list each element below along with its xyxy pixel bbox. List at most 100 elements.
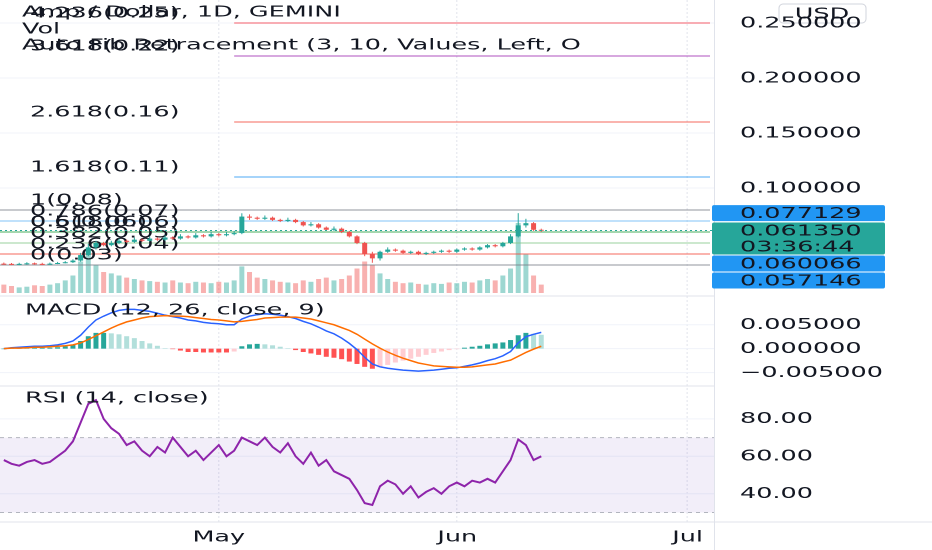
volume-bar xyxy=(454,283,460,293)
candle-body xyxy=(531,223,537,230)
volume-bar xyxy=(32,285,38,293)
macd-histogram-bar xyxy=(239,346,245,349)
macd-histogram-bar xyxy=(162,348,168,349)
macd-histogram-bar xyxy=(369,348,375,369)
candle-body xyxy=(216,234,222,236)
y-tick-label: 60.00 xyxy=(740,447,813,464)
currency[interactable]: USD xyxy=(795,5,849,22)
volume-bar xyxy=(39,286,45,293)
candle-body xyxy=(293,219,299,223)
candle-body xyxy=(254,217,260,219)
volume-bar xyxy=(377,273,383,293)
candle-body xyxy=(461,248,467,250)
volume-bar xyxy=(293,283,299,293)
macd-histogram-bar xyxy=(170,348,176,350)
candle-body xyxy=(346,231,352,237)
macd-histogram-bar xyxy=(147,343,153,349)
candle-body xyxy=(208,234,214,237)
candle-body xyxy=(101,242,107,246)
x-tick-label: Jun xyxy=(435,528,477,545)
volume-bar xyxy=(47,284,53,293)
candle-body xyxy=(116,240,122,243)
candle-body xyxy=(438,250,444,252)
macd-histogram-bar xyxy=(262,344,268,349)
macd-histogram-bar xyxy=(254,343,260,349)
candle-body xyxy=(47,263,53,265)
chart-title: Amp / Dollar, 1D, GEMINI xyxy=(22,3,341,20)
macd-histogram-bar xyxy=(300,348,306,352)
candle-body xyxy=(124,240,130,242)
volume-bar xyxy=(124,277,130,293)
volume-bar xyxy=(16,287,22,293)
x-tick-label: Jul xyxy=(670,528,703,545)
volume-bar xyxy=(270,280,276,293)
volume-bar xyxy=(70,275,76,293)
macd-histogram-bar xyxy=(216,348,222,353)
candle-body xyxy=(24,263,30,265)
volume-bar xyxy=(446,282,452,293)
macd-histogram-bar xyxy=(154,345,160,349)
y-tick-label: 0.005000 xyxy=(740,315,862,332)
candle-body xyxy=(408,251,414,253)
candle-body xyxy=(515,225,521,237)
candle-body xyxy=(300,222,306,226)
volume-bar xyxy=(438,283,444,293)
candle-body xyxy=(231,233,237,235)
rsi-band xyxy=(0,437,714,513)
candle-body xyxy=(32,263,38,265)
y-tick-label: 40.00 xyxy=(740,484,813,501)
volume-bar xyxy=(415,283,421,293)
macd-histogram-bar xyxy=(62,346,68,349)
macd-histogram-bar xyxy=(70,344,76,349)
volume-bar xyxy=(93,265,99,293)
indicator-label: Auto Fib Retracement (3, 10, Values, Lef… xyxy=(22,36,581,53)
candle-body xyxy=(223,234,229,236)
macd-histogram-bar xyxy=(454,348,460,350)
price-label: 0.077129 xyxy=(740,204,862,221)
macd-histogram-bar xyxy=(323,348,329,357)
currency-button[interactable] xyxy=(778,3,867,24)
pane-title: MACD (12, 26, close, 9) xyxy=(25,301,325,318)
macd-histogram-bar xyxy=(423,348,429,355)
volume-bar xyxy=(385,279,391,293)
candle-body xyxy=(469,248,475,250)
candle-body xyxy=(70,260,76,263)
indicator-label: Vol xyxy=(22,20,60,37)
candle-body xyxy=(492,245,498,247)
fib-label: 4.236(0.25) xyxy=(30,4,180,21)
volume-bar xyxy=(354,268,360,293)
candle-body xyxy=(162,237,168,240)
volume-bar xyxy=(162,282,168,293)
fib-label: 0.786(0.07) xyxy=(30,202,180,219)
macd-histogram-bar xyxy=(461,347,467,349)
volume-bar xyxy=(431,283,437,293)
volume-bar xyxy=(254,277,260,293)
candle-body xyxy=(154,238,160,240)
price-label: 0.057146 xyxy=(740,272,862,289)
price-label: 0.060066 xyxy=(740,255,862,272)
macd-histogram-bar xyxy=(101,332,107,349)
fib-label: 0.382(0.05) xyxy=(30,224,180,241)
countdown: 03:36:44 xyxy=(740,238,854,255)
volume-bar xyxy=(193,281,199,293)
volume-bar xyxy=(247,272,253,293)
volume-bar xyxy=(200,282,206,293)
candle-body xyxy=(354,236,360,243)
candle-body xyxy=(415,251,421,254)
candle-body xyxy=(131,239,137,242)
fib-label: 3.618(0.22) xyxy=(30,37,180,54)
price-label: 0.061350 xyxy=(740,222,862,239)
macd-histogram-bar xyxy=(308,348,314,354)
volume-bar xyxy=(285,282,291,293)
macd-histogram-bar xyxy=(124,336,130,349)
volume-bar xyxy=(531,275,537,293)
volume-bar xyxy=(308,281,314,293)
y-tick-label: 0.100000 xyxy=(740,179,862,196)
candle-body xyxy=(485,245,491,248)
volume-bar xyxy=(231,280,237,293)
candle-body xyxy=(247,216,253,218)
candle-body xyxy=(270,217,276,220)
volume-bar xyxy=(362,261,368,293)
candle-body xyxy=(78,255,84,261)
volume-bar xyxy=(485,279,491,293)
